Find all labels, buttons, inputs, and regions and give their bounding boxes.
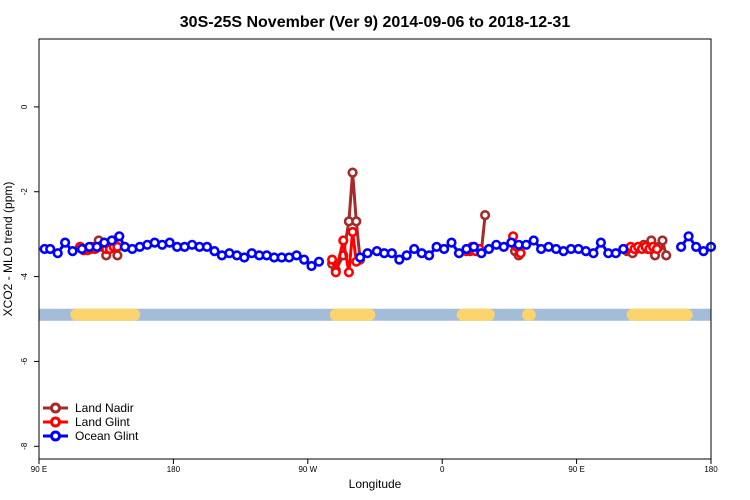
legend-marker-land-nadir [50, 402, 61, 414]
data-point [394, 254, 405, 265]
legend-marker-land-glint [50, 416, 61, 428]
y-tick-label: -6 [20, 357, 29, 365]
data-point [201, 241, 213, 252]
data-point [698, 246, 709, 257]
data-point [52, 248, 63, 259]
data-point [483, 243, 495, 255]
legend-item-ocean-glint: Ocean Glint [43, 429, 139, 443]
data-point [351, 216, 362, 227]
data-point [106, 235, 117, 246]
data-point [690, 241, 702, 252]
data-point [480, 210, 491, 221]
data-point [327, 254, 338, 265]
data-point [355, 252, 366, 263]
data-point [114, 231, 125, 242]
data-point [651, 243, 663, 255]
data-point [401, 250, 412, 261]
data-point [313, 256, 325, 267]
data-point [112, 250, 123, 261]
y-axis-label: XCO2 - MLO trend (ppm) [1, 182, 15, 317]
data-point [446, 237, 457, 248]
legend-label-ocean-glint: Ocean Glint [75, 429, 139, 443]
series-ocean-glint [39, 231, 717, 272]
data-point [59, 237, 71, 248]
series-layer [39, 167, 717, 278]
data-point [661, 250, 672, 261]
y-tick-label: -2 [20, 188, 29, 196]
data-point [209, 246, 220, 257]
x-tick-label: 90 E [568, 465, 584, 474]
y-tick-label: 0 [20, 104, 29, 109]
data-point [67, 246, 78, 257]
data-point [528, 235, 539, 246]
data-point [683, 231, 694, 242]
data-point [291, 250, 302, 261]
legend-label-land-glint: Land Glint [75, 415, 130, 429]
x-tick-label: 90 W [298, 465, 317, 474]
data-point [343, 267, 355, 278]
data-point [521, 239, 532, 250]
data-point [453, 248, 465, 259]
data-point [468, 241, 480, 252]
data-point [45, 243, 56, 255]
data-point [164, 237, 175, 248]
x-axis-label: Longitude [349, 477, 402, 491]
legend: Land Nadir Land Glint Ocean Glint [43, 401, 139, 443]
data-point [610, 248, 621, 259]
legend-label-land-nadir: Land Nadir [75, 401, 134, 415]
data-point [299, 254, 310, 265]
data-point [386, 248, 397, 259]
legend-marker-ocean-glint [50, 430, 61, 442]
data-point [306, 260, 317, 272]
x-axis: 90 E 180 90 W 0 90 E 180 [31, 459, 718, 474]
data-point [409, 243, 420, 255]
chart-title: 30S-25S November (Ver 9) 2014-09-06 to 2… [180, 14, 571, 31]
x-tick-label: 0 [440, 465, 445, 474]
data-point [618, 243, 629, 255]
data-point [515, 248, 526, 259]
legend-item-land-glint: Land Glint [43, 415, 130, 429]
data-point [657, 235, 668, 246]
data-point [338, 235, 349, 246]
y-tick-label: -4 [20, 272, 29, 280]
data-point [439, 243, 450, 255]
plot-frame [38, 38, 712, 460]
data-point [347, 167, 358, 178]
y-tick-label: -8 [20, 442, 29, 450]
data-point [588, 248, 599, 259]
data-point [476, 248, 487, 259]
x-tick-label: 180 [167, 465, 181, 474]
data-point [347, 226, 358, 238]
data-point [595, 237, 607, 248]
y-axis: 0 -2 -4 -6 -8 [20, 104, 39, 450]
data-point [498, 241, 509, 252]
x-tick-label: 90 E [31, 465, 47, 474]
legend-item-land-nadir: Land Nadir [43, 401, 134, 415]
data-point [424, 250, 435, 261]
data-point [675, 241, 687, 252]
data-point [330, 267, 341, 278]
data-point [91, 241, 102, 252]
data-point [239, 252, 250, 263]
data-point [362, 248, 373, 259]
series-land-nadir [74, 167, 672, 276]
x-tick-label: 180 [704, 465, 718, 474]
